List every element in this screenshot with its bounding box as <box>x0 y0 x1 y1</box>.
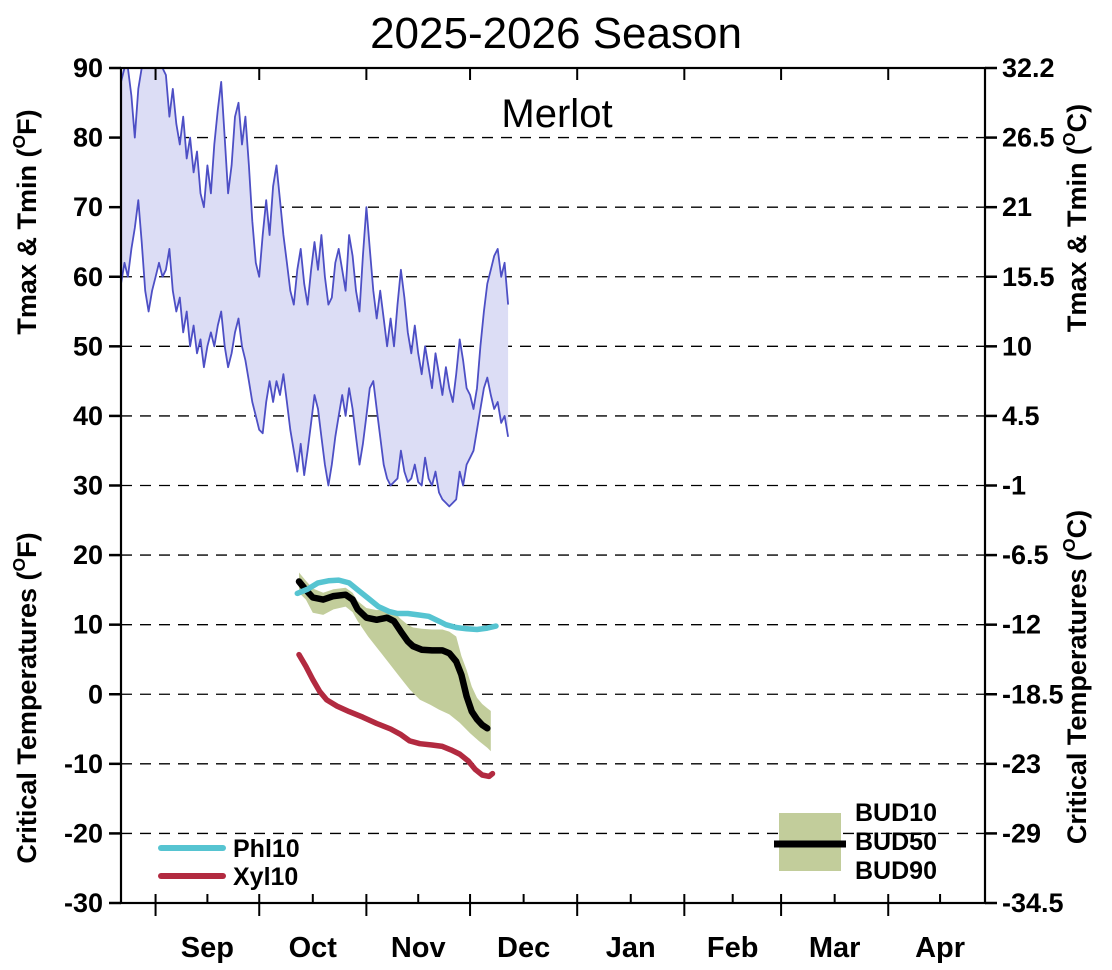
c-tick-label: -1 <box>1002 471 1026 501</box>
month-label-apr: Apr <box>915 932 965 964</box>
legend-bud: BUD10 BUD50 BUD90 <box>774 799 937 885</box>
c-tick-label: 26.5 <box>1002 123 1055 153</box>
phl10-legend-label: Phl10 <box>233 835 300 863</box>
f-tick-label: 10 <box>73 610 103 640</box>
c-tick-label: -6.5 <box>1002 540 1049 570</box>
tmax-line <box>120 67 509 410</box>
c-tick-label: 15.5 <box>1002 262 1055 292</box>
c-tick-label: 10 <box>1002 331 1032 361</box>
tmax-tmin-band-fill <box>121 68 509 507</box>
c-tick-label: 21 <box>1002 192 1032 222</box>
bud50-legend-label: BUD50 <box>855 828 937 856</box>
c-tick-label: -12 <box>1002 610 1041 640</box>
c-tick-label: -29 <box>1002 818 1041 848</box>
month-label-dec: Dec <box>497 932 550 964</box>
month-label-sep: Sep <box>181 932 234 964</box>
bud50-line <box>295 578 491 732</box>
c-tick-label: 32.2 <box>1002 53 1055 83</box>
c-tick-label: -23 <box>1002 749 1041 779</box>
legend-lines: Phl10 Xyl10 <box>158 835 300 891</box>
f-tick-label: 50 <box>73 331 103 361</box>
left-axis-title-tmax-tmin-f: Tmax & Tmin (OF) <box>9 109 42 334</box>
bud90-legend-label: BUD90 <box>855 857 937 885</box>
f-tick-label: 60 <box>73 262 103 292</box>
c-tick-label: -18.5 <box>1002 679 1064 709</box>
tmin-line <box>120 199 509 508</box>
f-tick-label: 40 <box>73 401 103 431</box>
chart-subtitle: Merlot <box>501 92 612 136</box>
left-axis-title-critical-f: Critical Temperatures (OF) <box>9 532 42 863</box>
f-tick-label: 90 <box>73 53 103 83</box>
f-tick-label: -30 <box>64 888 103 918</box>
month-label-nov: Nov <box>391 932 446 964</box>
phl10-line <box>294 577 499 633</box>
c-tick-label: 4.5 <box>1002 401 1040 431</box>
f-tick-label: 70 <box>73 192 103 222</box>
c-tick-label: -34.5 <box>1002 888 1064 918</box>
xyl10-line <box>296 651 496 780</box>
f-tick-label: -10 <box>64 749 103 779</box>
month-label-oct: Oct <box>289 932 338 964</box>
f-tick-label: -20 <box>64 818 103 848</box>
bud-band-fill <box>299 572 491 752</box>
f-tick-label: 0 <box>88 679 103 709</box>
bud10-legend-label: BUD10 <box>855 799 937 827</box>
right-axis-title-critical-c: Critical Temperatures (OC) <box>1059 510 1092 844</box>
right-axis-title-tmax-tmin-c: Tmax & Tmin (OC) <box>1059 104 1092 332</box>
month-label-feb: Feb <box>707 932 759 964</box>
page-title: 2025-2026 Season <box>370 9 742 58</box>
f-tick-label: 30 <box>73 471 103 501</box>
f-tick-label: 80 <box>73 123 103 153</box>
month-label-jan: Jan <box>606 932 656 964</box>
month-label-mar: Mar <box>809 932 861 964</box>
f-tick-label: 20 <box>73 540 103 570</box>
xyl10-legend-label: Xyl10 <box>233 863 298 891</box>
